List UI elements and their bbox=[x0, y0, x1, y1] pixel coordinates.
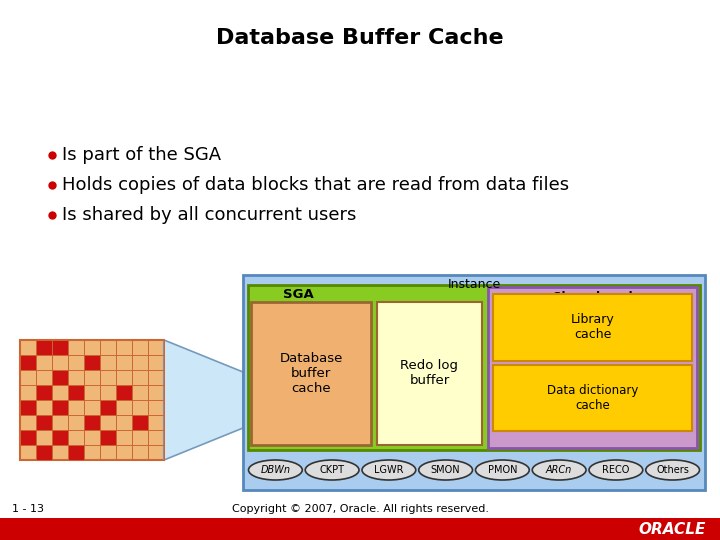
Bar bbox=[52, 370, 68, 385]
Bar bbox=[0, 518, 720, 540]
Ellipse shape bbox=[532, 460, 586, 480]
Text: CKPT: CKPT bbox=[320, 465, 345, 475]
Text: Redo log
buffer: Redo log buffer bbox=[400, 360, 459, 388]
Bar bbox=[20, 340, 164, 460]
Text: Shared pool: Shared pool bbox=[553, 291, 632, 304]
Bar bbox=[100, 430, 116, 445]
Text: RECO: RECO bbox=[602, 465, 629, 475]
Bar bbox=[132, 415, 148, 430]
Bar bbox=[68, 445, 84, 460]
Bar bbox=[377, 302, 482, 445]
Text: SGA: SGA bbox=[283, 288, 313, 301]
Ellipse shape bbox=[475, 460, 529, 480]
Bar bbox=[100, 400, 116, 415]
Text: Database Buffer Cache: Database Buffer Cache bbox=[216, 28, 504, 48]
Bar bbox=[36, 385, 52, 400]
Bar bbox=[36, 415, 52, 430]
Bar bbox=[493, 294, 692, 361]
Bar bbox=[20, 355, 36, 370]
Bar bbox=[84, 415, 100, 430]
Text: Holds copies of data blocks that are read from data files: Holds copies of data blocks that are rea… bbox=[62, 176, 569, 194]
Bar bbox=[52, 340, 68, 355]
Bar bbox=[52, 430, 68, 445]
Text: Instance: Instance bbox=[447, 278, 500, 291]
Bar bbox=[20, 430, 36, 445]
Ellipse shape bbox=[589, 460, 643, 480]
Ellipse shape bbox=[305, 460, 359, 480]
Bar bbox=[68, 385, 84, 400]
Ellipse shape bbox=[248, 460, 302, 480]
Text: Copyright © 2007, Oracle. All rights reserved.: Copyright © 2007, Oracle. All rights res… bbox=[232, 504, 488, 514]
Text: 1 - 13: 1 - 13 bbox=[12, 504, 44, 514]
Bar bbox=[116, 385, 132, 400]
Bar bbox=[36, 445, 52, 460]
Text: Library
cache: Library cache bbox=[571, 313, 614, 341]
Text: LGWR: LGWR bbox=[374, 465, 404, 475]
Ellipse shape bbox=[362, 460, 415, 480]
Bar bbox=[36, 340, 52, 355]
Text: Is shared by all concurrent users: Is shared by all concurrent users bbox=[62, 206, 356, 224]
Text: Is part of the SGA: Is part of the SGA bbox=[62, 146, 221, 164]
Text: ORACLE: ORACLE bbox=[639, 522, 706, 537]
Text: Database
buffer
cache: Database buffer cache bbox=[279, 352, 343, 395]
Bar bbox=[248, 285, 700, 450]
Bar bbox=[243, 275, 705, 490]
Ellipse shape bbox=[646, 460, 700, 480]
Text: ARCn: ARCn bbox=[546, 465, 572, 475]
Bar bbox=[251, 302, 371, 445]
Ellipse shape bbox=[419, 460, 472, 480]
Bar bbox=[52, 400, 68, 415]
Polygon shape bbox=[164, 340, 243, 460]
Bar bbox=[488, 287, 697, 448]
Bar bbox=[84, 355, 100, 370]
Text: PMON: PMON bbox=[487, 465, 517, 475]
Text: DBWn: DBWn bbox=[261, 465, 290, 475]
Text: SMON: SMON bbox=[431, 465, 460, 475]
Text: Others: Others bbox=[656, 465, 689, 475]
Text: Data dictionary
cache: Data dictionary cache bbox=[546, 384, 638, 411]
Bar bbox=[20, 400, 36, 415]
Bar bbox=[493, 364, 692, 431]
